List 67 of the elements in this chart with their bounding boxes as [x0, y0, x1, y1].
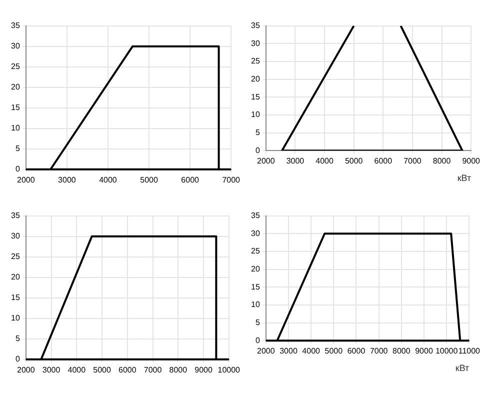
y-tick-label: 10 [250, 300, 260, 310]
y-tick-label: 10 [250, 110, 260, 120]
x-tick-label: 5000 [344, 156, 364, 166]
x-axis-title: кВт [457, 173, 472, 184]
y-tick-label: 10 [10, 314, 20, 323]
x-tick-label: 7000 [222, 175, 241, 184]
y-tick-label: 0 [255, 146, 260, 155]
y-tick-label: 0 [15, 354, 20, 364]
y-tick-label: 25 [250, 246, 260, 256]
y-tick-label: 5 [255, 318, 260, 327]
y-tick-label: 35 [250, 21, 260, 30]
y-tick-label: 15 [10, 103, 20, 112]
y-tick-label: 5 [255, 128, 260, 137]
y-tick-label: 30 [250, 228, 260, 238]
y-tick-label: 10 [10, 124, 20, 133]
y-tick-label: 20 [10, 82, 20, 92]
y-tick-label: 15 [250, 92, 260, 102]
x-tick-label: 8000 [392, 346, 411, 356]
x-tick-label: 10000 [218, 365, 241, 374]
y-tick-label: 35 [250, 211, 260, 220]
x-tick-label: 8000 [432, 156, 452, 166]
x-tick-label: 11000 [458, 346, 481, 356]
x-tick-label: 2000 [17, 365, 36, 374]
x-tick-label: 8000 [169, 365, 188, 374]
y-tick-label: 0 [255, 336, 260, 345]
x-axis-title: кВт [455, 363, 470, 374]
x-tick-label: 3000 [42, 365, 61, 374]
x-tick-label: 4000 [302, 346, 321, 356]
x-tick-label: 7000 [370, 346, 388, 356]
y-tick-label: 5 [15, 334, 20, 344]
x-tick-label: 5000 [324, 346, 344, 356]
x-tick-label: 2000 [17, 175, 36, 184]
x-tick-label: 3000 [286, 156, 305, 166]
x-tick-label: 5000 [140, 175, 158, 184]
x-tick-label: 4000 [99, 175, 118, 184]
y-tick-label: 35 [10, 21, 20, 30]
x-tick-label: 2000 [257, 156, 276, 166]
x-tick-label: 6000 [374, 156, 393, 166]
x-tick-label: 9000 [194, 365, 213, 374]
y-tick-label: 35 [10, 211, 20, 220]
y-tick-label: 20 [250, 74, 260, 84]
x-tick-label: 2000 [257, 346, 276, 356]
y-tick-label: 20 [250, 264, 260, 274]
y-tick-label: 20 [10, 272, 20, 282]
y-tick-label: 5 [15, 144, 20, 154]
y-tick-label: 30 [10, 42, 20, 51]
x-tick-label: 7000 [404, 156, 422, 166]
y-tick-label: 0 [15, 164, 20, 174]
x-tick-label: 4000 [68, 365, 86, 374]
y-tick-label: 30 [250, 38, 260, 48]
x-tick-label: 4000 [316, 156, 334, 166]
y-tick-label: 25 [250, 56, 260, 66]
x-tick-label: 6000 [347, 346, 366, 356]
x-tick-label: 9000 [415, 346, 434, 356]
x-tick-label: 7000 [144, 365, 162, 374]
y-tick-label: 25 [10, 62, 20, 72]
x-tick-label: 6000 [118, 365, 137, 374]
y-tick-label: 15 [250, 282, 260, 292]
x-tick-label: 9000 [462, 156, 481, 166]
x-tick-label: 3000 [58, 175, 76, 184]
y-tick-label: 30 [10, 232, 20, 241]
y-tick-label: 25 [10, 252, 20, 262]
x-tick-label: 10000 [435, 346, 458, 356]
y-tick-label: 15 [10, 293, 20, 302]
x-tick-label: 5000 [93, 365, 112, 374]
x-tick-label: 3000 [280, 346, 298, 356]
x-tick-label: 6000 [181, 175, 200, 184]
